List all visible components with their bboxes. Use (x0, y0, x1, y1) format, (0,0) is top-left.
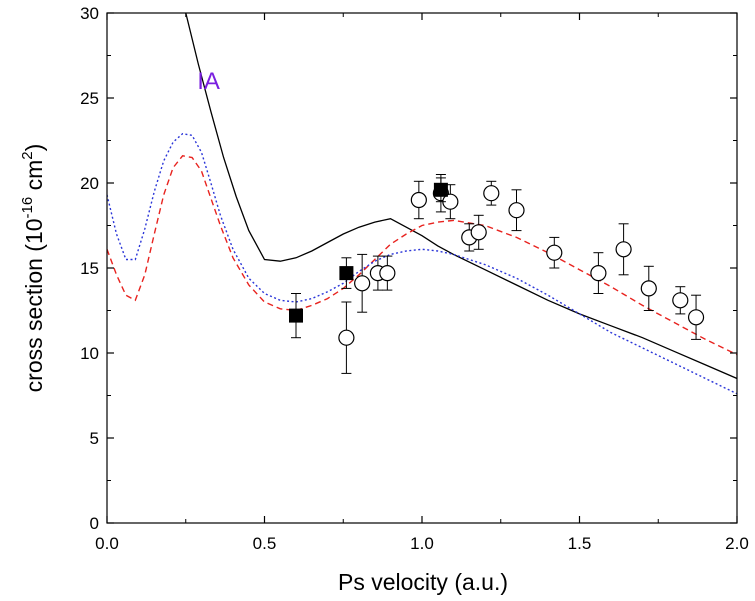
data-point-circle (470, 224, 487, 241)
data-point-circle (338, 329, 355, 346)
y-axis-title-suffix: ) (21, 144, 47, 152)
ticks: 0.0 0.5 1.0 1.5 2.0 0 5 10 15 20 25 30 (80, 4, 749, 553)
x-tick-label: 1.5 (568, 534, 592, 553)
data-point-circle (590, 265, 607, 282)
y-tick-label: 20 (80, 174, 99, 193)
data-point-square (433, 182, 448, 197)
series-markers-open-circle (338, 174, 705, 374)
data-point-circle (483, 185, 500, 202)
data-point-circle (546, 244, 563, 261)
series-markers-filled-square (289, 177, 448, 339)
data-point-circle (354, 275, 371, 292)
x-axis-title: Ps velocity (a.u.) (338, 569, 508, 595)
y-axis-title-exponent-1: -16 (19, 197, 36, 219)
data-point-square (339, 266, 354, 281)
x-tick-label: 2.0 (725, 534, 749, 553)
data-point-circle (615, 241, 632, 258)
y-tick-label: 10 (80, 344, 99, 363)
y-tick-label: 15 (80, 259, 99, 278)
data-point-circle (508, 202, 525, 219)
y-axis-title-exponent-2: 2 (19, 151, 36, 159)
y-axis-title-prefix: cross section (10 (21, 218, 47, 392)
series-line-solid (185, 13, 737, 380)
y-axis-title-mid: cm (21, 160, 47, 197)
data-point-circle (410, 191, 427, 209)
series-line-dashed (107, 155, 737, 356)
plot-content (107, 13, 737, 395)
x-tick-label: 0.5 (253, 534, 277, 553)
annotation-ia: IA (197, 68, 220, 95)
x-tick-label: 1.0 (410, 534, 434, 553)
data-point-square (289, 308, 303, 323)
y-tick-label: 30 (80, 4, 99, 23)
data-point-circle (672, 292, 689, 309)
data-point-circle (379, 265, 396, 282)
y-tick-label: 0 (90, 514, 99, 533)
y-axis-title: cross section (10-16 cm2) (19, 144, 47, 393)
data-point-circle (640, 280, 657, 297)
y-tick-label: 25 (80, 89, 99, 108)
data-point-circle (687, 309, 705, 326)
x-tick-label: 0.0 (95, 534, 119, 553)
y-tick-label: 5 (90, 429, 99, 448)
